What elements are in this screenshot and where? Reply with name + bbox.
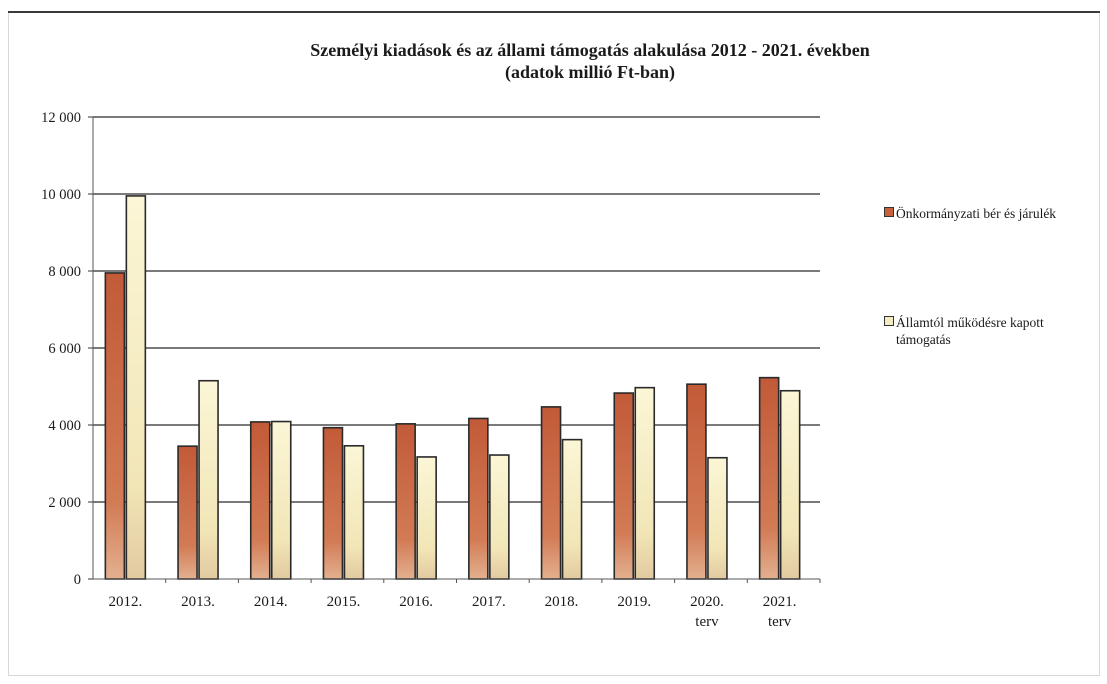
bar-series-2 bbox=[198, 379, 219, 580]
x-tick-label: 2018. bbox=[545, 594, 579, 610]
x-tick-label: terv bbox=[768, 614, 792, 630]
bar-series-1 bbox=[686, 383, 707, 580]
bar-series-1 bbox=[468, 417, 489, 580]
y-tick-label: 0 bbox=[74, 572, 81, 588]
frame-top-border bbox=[8, 11, 1100, 13]
x-tick-label: 2019. bbox=[617, 594, 651, 610]
bar-series-1 bbox=[104, 272, 126, 580]
bar-series-1 bbox=[322, 426, 344, 580]
x-tick-label: 2014. bbox=[254, 594, 288, 610]
y-tick-label: 12 000 bbox=[41, 110, 81, 126]
bar-series-2 bbox=[125, 195, 147, 580]
chart-subtitle: (adatok millió Ft-ban) bbox=[504, 62, 675, 82]
bar-series-2 bbox=[707, 456, 728, 580]
bar-series-2 bbox=[489, 454, 510, 580]
bar-series-2 bbox=[779, 389, 801, 580]
legend-label-1: Önkormányzati bér és járulék bbox=[896, 206, 1057, 221]
bar-series-2 bbox=[634, 386, 656, 580]
legend-item-onkormanyzati: Önkormányzati bér és járulék bbox=[884, 205, 1056, 222]
bar-series-2 bbox=[270, 420, 292, 580]
bar-series-2 bbox=[416, 456, 437, 580]
legend-swatch-1 bbox=[884, 207, 894, 217]
bar-series-1 bbox=[249, 421, 271, 580]
bar-series-2 bbox=[343, 444, 365, 580]
x-tick-label: 2021. bbox=[763, 594, 797, 610]
x-tick-label: 2012. bbox=[108, 594, 142, 610]
legend-item-allami: Államtól működésre kapott támogatás bbox=[884, 314, 1094, 348]
legend-label-2b: támogatás bbox=[896, 332, 951, 347]
x-tick-label: 2013. bbox=[181, 594, 215, 610]
y-tick-label: 10 000 bbox=[41, 187, 81, 203]
bar-series-1 bbox=[177, 445, 198, 580]
legend-swatch-2 bbox=[884, 316, 894, 326]
bar-series-1 bbox=[540, 406, 562, 580]
bar-series-2 bbox=[561, 438, 583, 580]
bar-series-1 bbox=[758, 376, 780, 580]
x-tick-label: 2017. bbox=[472, 594, 506, 610]
y-tick-label: 6 000 bbox=[48, 341, 81, 357]
x-tick-label: 2020. bbox=[690, 594, 724, 610]
bar-series-1 bbox=[613, 392, 635, 580]
chart-title: Személyi kiadások és az állami támogatás… bbox=[310, 40, 870, 60]
x-tick-label: 2016. bbox=[399, 594, 433, 610]
legend-label-2a: Államtól működésre kapott bbox=[896, 315, 1044, 330]
bar-series-1 bbox=[395, 423, 416, 580]
y-tick-label: 2 000 bbox=[48, 495, 81, 511]
y-tick-label: 8 000 bbox=[48, 264, 81, 280]
x-tick-label: 2015. bbox=[327, 594, 361, 610]
x-tick-label: terv bbox=[695, 614, 719, 630]
y-tick-label: 4 000 bbox=[48, 418, 81, 434]
